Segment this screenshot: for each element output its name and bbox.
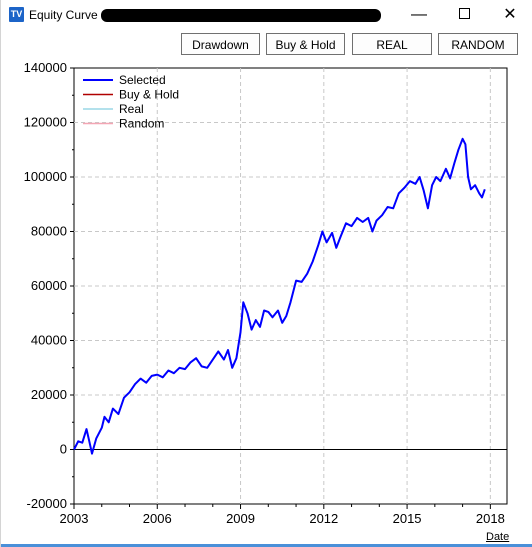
x-tick-label: 2003 (60, 511, 89, 526)
legend-label: Selected (119, 73, 166, 87)
y-tick-label: 80000 (31, 224, 67, 239)
y-tick-label: -20000 (27, 496, 67, 511)
y-tick-label: 0 (60, 442, 67, 457)
legend-label: Buy & Hold (119, 88, 179, 102)
y-tick-label: 40000 (31, 333, 67, 348)
date-axis-link[interactable]: Date (486, 531, 510, 543)
x-tick-label: 2015 (393, 511, 422, 526)
redacted-title-bar-mark (101, 9, 381, 22)
y-tick-label: 140000 (24, 60, 67, 75)
close-button[interactable]: ✕ (487, 0, 532, 30)
x-tick-label: 2018 (476, 511, 505, 526)
equity-curve-chart: -20000 0 20000 40000 60000 80000 100000 120000 1… (24, 60, 508, 526)
minimize-icon: — (411, 6, 427, 23)
drawdown-button[interactable]: Drawdown (181, 33, 260, 55)
legend-label: Real (119, 102, 144, 116)
legend-label: Random (119, 117, 164, 131)
close-icon: ✕ (503, 6, 517, 23)
y-tick-label: 60000 (31, 278, 67, 293)
y-tick-label: 120000 (24, 115, 67, 130)
x-tick-label: 2012 (309, 511, 338, 526)
real-button[interactable]: REAL (352, 33, 432, 55)
buy-and-hold-button[interactable]: Buy & Hold (266, 33, 345, 55)
window-title: Equity Curve - (29, 8, 106, 22)
y-tick-label: 20000 (31, 387, 67, 402)
maximize-button[interactable] (441, 0, 487, 30)
minimize-button[interactable]: — (396, 0, 442, 30)
random-button[interactable]: RANDOM (438, 33, 518, 55)
title-bar[interactable]: TV Equity Curve - — ✕ (1, 0, 532, 30)
x-tick-label: 2009 (226, 511, 255, 526)
series-line-selected (73, 137, 486, 455)
y-tick-label: 100000 (24, 169, 67, 184)
maximize-icon (458, 8, 470, 19)
app-icon: TV (9, 7, 24, 22)
x-tick-label: 2006 (143, 511, 172, 526)
bottom-border (1, 544, 532, 547)
